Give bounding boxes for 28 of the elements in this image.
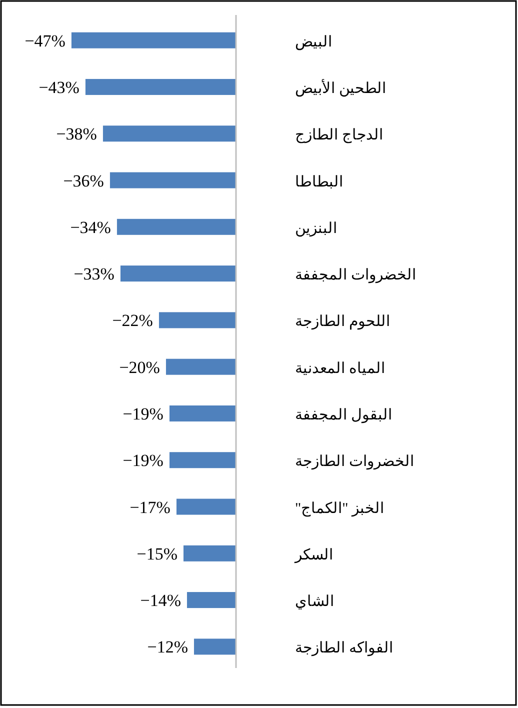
data-label: −34% — [70, 218, 111, 237]
data-label: −38% — [56, 124, 97, 144]
data-label: −36% — [63, 171, 104, 190]
data-label: −47% — [24, 31, 66, 50]
y-tick-label: البقول المجففة — [295, 407, 392, 424]
y-tick-label: اللحوم الطازجة — [295, 314, 390, 330]
data-label: −22% — [112, 311, 153, 330]
y-tick-label: البطاطا — [295, 174, 343, 190]
y-tick-label: الفواكه الطازجة — [295, 640, 393, 657]
y-tick-label: الدجاج الطازج — [295, 128, 383, 144]
y-tick-label: البيض — [295, 34, 332, 50]
data-label: −15% — [136, 544, 178, 564]
data-label: −33% — [74, 264, 114, 284]
y-tick-label: البنزين — [295, 220, 337, 237]
y-tick-label: السكر — [294, 547, 333, 564]
y-tick-label: الخبز "الكماج" — [295, 500, 384, 517]
data-label: −14% — [140, 591, 181, 610]
y-tick-label: الشاي — [295, 594, 334, 610]
data-label: −20% — [119, 358, 160, 377]
data-label: −43% — [38, 78, 80, 97]
y-tick-label: المياه المعدنية — [295, 360, 385, 377]
y-tick-label: الخضروات الطازجة — [295, 454, 414, 470]
y-tick-label: الطحين الأبيض — [295, 78, 386, 97]
y-tick-label: الخضروات المجففة — [295, 268, 416, 284]
data-label: −19% — [122, 404, 164, 424]
data-label: −19% — [122, 451, 164, 470]
data-label: −17% — [130, 498, 170, 517]
data-label: −12% — [147, 638, 188, 657]
